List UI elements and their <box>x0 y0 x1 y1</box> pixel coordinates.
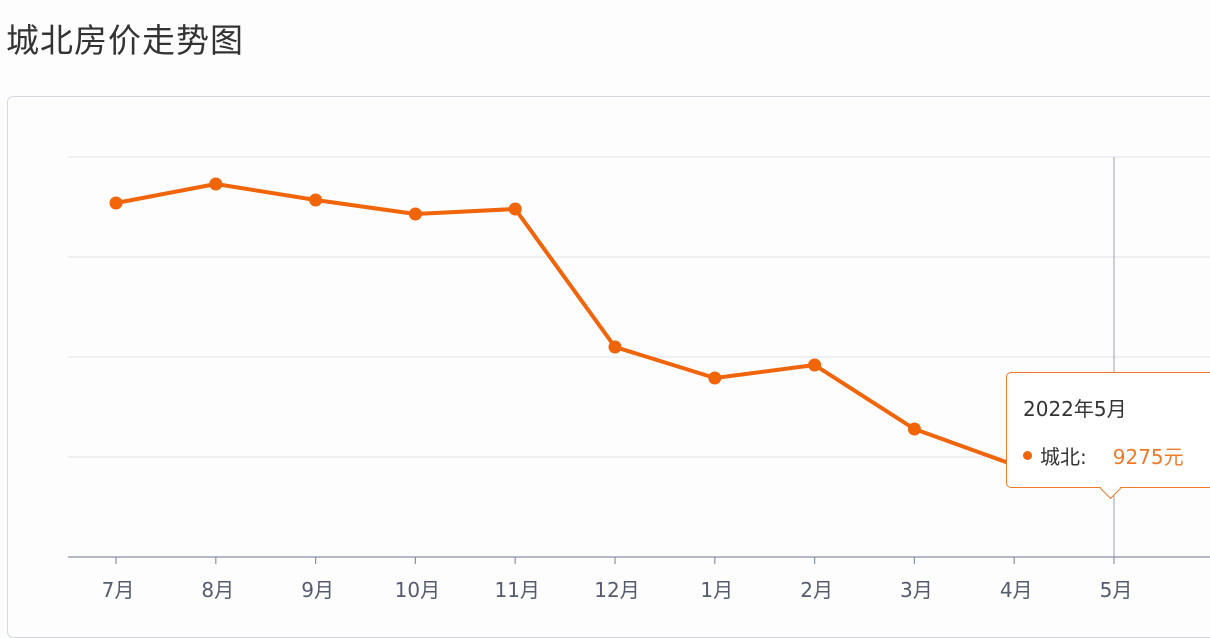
price-trend-line-chart: 7月8月9月10月11月12月1月2月3月4月5月6 <box>0 0 1210 620</box>
data-point[interactable] <box>609 341 622 354</box>
data-point[interactable] <box>110 197 123 210</box>
data-point[interactable] <box>708 372 721 385</box>
x-tick-label: 5月 <box>1100 578 1133 602</box>
data-point[interactable] <box>209 178 222 191</box>
x-tick-label: 11月 <box>494 578 539 602</box>
tooltip-row: 城北: 9275元 <box>1023 441 1184 470</box>
x-tick-label: 1月 <box>700 578 733 602</box>
tooltip-series-label: 城北: <box>1040 441 1087 470</box>
x-tick-label: 7月 <box>102 578 135 602</box>
x-tick-label: 3月 <box>900 578 933 602</box>
x-axis-tick-labels: 7月8月9月10月11月12月1月2月3月4月5月6 <box>102 578 1210 602</box>
data-tooltip: 2022年5月 城北: 9275元 <box>1006 372 1210 488</box>
x-axis-ticks <box>116 557 1210 564</box>
tooltip-title: 2022年5月 <box>1023 393 1127 422</box>
data-point[interactable] <box>409 208 422 221</box>
data-point[interactable] <box>509 203 522 216</box>
x-tick-label: 8月 <box>201 578 234 602</box>
x-tick-label: 9月 <box>301 578 334 602</box>
x-tick-label: 2月 <box>800 578 833 602</box>
x-tick-label: 10月 <box>395 578 440 602</box>
tooltip-series-dot-icon <box>1023 451 1032 460</box>
data-point[interactable] <box>309 194 322 207</box>
data-point[interactable] <box>908 423 921 436</box>
x-tick-label: 12月 <box>594 578 639 602</box>
x-tick-label: 4月 <box>1000 578 1033 602</box>
tooltip-value: 9275元 <box>1113 441 1184 470</box>
data-point[interactable] <box>808 359 821 372</box>
